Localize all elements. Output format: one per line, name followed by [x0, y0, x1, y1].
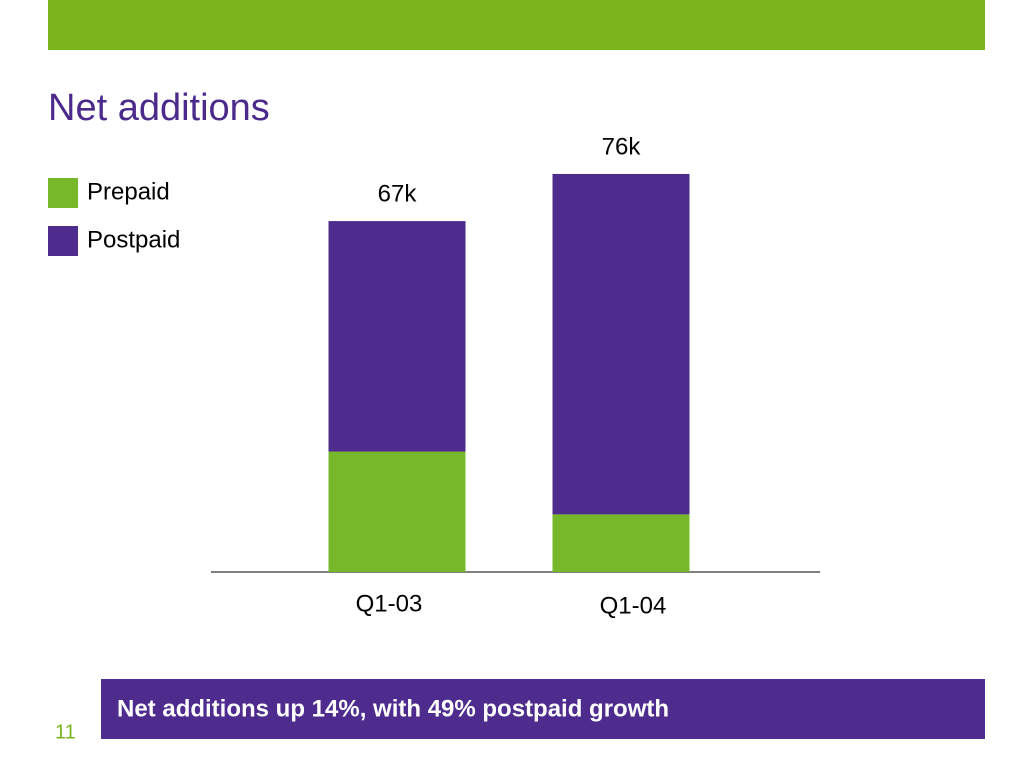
- bar-segment: [552, 514, 690, 572]
- legend-swatch: [48, 178, 78, 208]
- bar-segment: [328, 221, 466, 452]
- bar-segment: [552, 173, 690, 515]
- bar-segment: [328, 451, 466, 572]
- page-number: 11: [55, 721, 76, 743]
- chart-title: Net additions: [48, 87, 270, 129]
- legend-label: Prepaid: [87, 178, 170, 205]
- x-tick-label: Q1-04: [600, 592, 667, 619]
- total-label: 76k: [602, 133, 642, 160]
- legend-label: Postpaid: [87, 226, 180, 253]
- legend-swatch: [48, 226, 78, 256]
- annotation: Net additions up 14%, with 49% postpaid …: [117, 695, 669, 722]
- footer-box: [101, 679, 985, 739]
- x-tick-label: Q1-03: [356, 590, 423, 617]
- header-band: [48, 0, 985, 50]
- total-label: 67k: [378, 180, 418, 207]
